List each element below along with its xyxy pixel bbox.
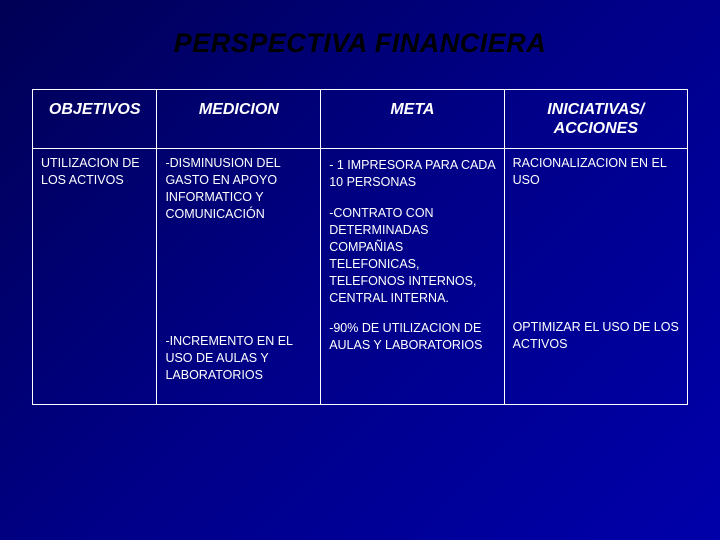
meta-text-3: -90% DE UTILIZACION DE AULAS Y LABORATOR… xyxy=(329,320,495,354)
table-row: UTILIZACION DE LOS ACTIVOS -DISMINUSION … xyxy=(33,149,688,404)
slide: PERSPECTIVA FINANCIERA OBJETIVOS MEDICIO… xyxy=(0,0,720,540)
cell-objetivos: UTILIZACION DE LOS ACTIVOS xyxy=(33,149,157,404)
header-objetivos: OBJETIVOS xyxy=(33,90,157,149)
cell-medicion: -DISMINUSION DEL GASTO EN APOYO INFORMAT… xyxy=(157,149,321,404)
header-iniciativas: INICIATIVAS/ ACCIONES xyxy=(504,90,687,149)
table-header-row: OBJETIVOS MEDICION META INICIATIVAS/ ACC… xyxy=(33,90,688,149)
medicion-text-1: -DISMINUSION DEL GASTO EN APOYO INFORMAT… xyxy=(165,155,312,223)
header-meta: META xyxy=(321,90,504,149)
meta-text-1: - 1 IMPRESORA PARA CADA 10 PERSONAS xyxy=(329,157,495,191)
iniciativas-text-2: OPTIMIZAR EL USO DE LOS ACTIVOS xyxy=(513,319,679,353)
iniciativas-text-1: RACIONALIZACION EN EL USO xyxy=(513,155,679,189)
financial-table: OBJETIVOS MEDICION META INICIATIVAS/ ACC… xyxy=(32,89,688,405)
meta-text-2: -CONTRATO CON DETERMINADAS COMPAÑIAS TEL… xyxy=(329,205,495,306)
medicion-text-2: -INCREMENTO EN EL USO DE AULAS Y LABORAT… xyxy=(165,333,312,384)
cell-iniciativas: RACIONALIZACION EN EL USO OPTIMIZAR EL U… xyxy=(504,149,687,404)
cell-meta: - 1 IMPRESORA PARA CADA 10 PERSONAS -CON… xyxy=(321,149,504,404)
slide-title: PERSPECTIVA FINANCIERA xyxy=(32,28,688,59)
header-medicion: MEDICION xyxy=(157,90,321,149)
objetivos-text: UTILIZACION DE LOS ACTIVOS xyxy=(41,155,148,189)
